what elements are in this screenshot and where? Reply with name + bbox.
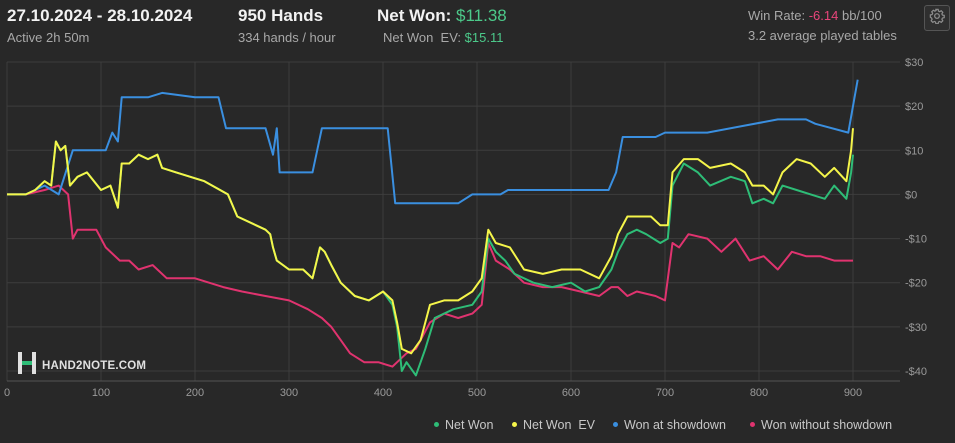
gear-icon — [929, 8, 945, 29]
x-tick-label: 800 — [750, 387, 768, 399]
legend-label: Net Won — [445, 418, 494, 432]
series-line-net-won-ev — [7, 128, 854, 355]
win-rate-label: Win Rate: — [748, 8, 806, 23]
legend-dot-icon — [434, 422, 439, 428]
legend-label: Won without showdown — [761, 418, 893, 432]
net-won: Net Won: $11.38 — [377, 6, 507, 26]
x-tick-label: 600 — [562, 387, 580, 399]
legend-won-without-showdown[interactable]: Won without showdown — [750, 418, 892, 432]
y-tick-label: $30 — [905, 57, 923, 69]
net-won-ev-value: $15.11 — [464, 30, 504, 45]
legend-label: Net Won EV — [523, 418, 596, 432]
y-tick-label: -$20 — [905, 278, 927, 290]
series-line-won-at-showdown — [7, 79, 859, 205]
y-tick-label: -$40 — [905, 366, 927, 378]
x-tick-label: 900 — [844, 387, 862, 399]
legend-net-won[interactable]: Net Won — [434, 418, 493, 432]
y-tick-label: -$30 — [905, 322, 927, 334]
series-line-won-without-showdown — [7, 184, 853, 368]
x-tick-label: 500 — [468, 387, 486, 399]
legend-dot-icon — [613, 422, 618, 428]
win-rate: Win Rate: -6.14 bb/100 — [748, 8, 882, 23]
legend-net-won-ev[interactable]: Net Won EV — [512, 418, 595, 432]
logo-text: HAND2NOTE.COM — [42, 359, 147, 372]
win-rate-value: -6.14 — [808, 8, 839, 23]
x-tick-label: 100 — [92, 387, 110, 399]
net-won-label: Net Won: — [377, 6, 452, 25]
settings-button[interactable] — [924, 5, 950, 31]
net-won-ev: Net Won EV: $15.11 — [383, 30, 503, 45]
y-tick-label: $20 — [905, 101, 923, 113]
y-tick-label: -$10 — [905, 234, 927, 246]
tables-average: 3.2 average played tables — [748, 28, 897, 43]
legend-label: Won at showdown — [624, 418, 726, 432]
x-tick-label: 700 — [656, 387, 674, 399]
series-line-net-won — [7, 140, 854, 377]
date-range: 27.10.2024 - 28.10.2024 — [7, 6, 193, 25]
y-tick-label: $10 — [905, 145, 923, 157]
legend-dot-icon — [750, 422, 755, 428]
legend-dot-icon — [512, 422, 517, 428]
hand2note-logo: HAND2NOTE.COM — [17, 352, 146, 379]
x-tick-label: 200 — [186, 387, 204, 399]
x-tick-label: 400 — [374, 387, 392, 399]
hands-per-hour: 334 hands / hour — [238, 30, 336, 45]
y-tick-label: $0 — [905, 189, 917, 201]
win-rate-unit: bb/100 — [841, 8, 882, 23]
x-tick-label: 0 — [4, 387, 10, 399]
legend-won-at-showdown[interactable]: Won at showdown — [613, 418, 726, 432]
active-time: Active 2h 50m — [7, 30, 90, 45]
x-tick-label: 300 — [280, 387, 298, 399]
hands-count: 950 Hands — [238, 6, 324, 25]
net-won-ev-label: Net Won EV: — [383, 30, 462, 45]
net-won-value: $11.38 — [456, 6, 507, 25]
h2n-logo-icon — [17, 352, 37, 379]
